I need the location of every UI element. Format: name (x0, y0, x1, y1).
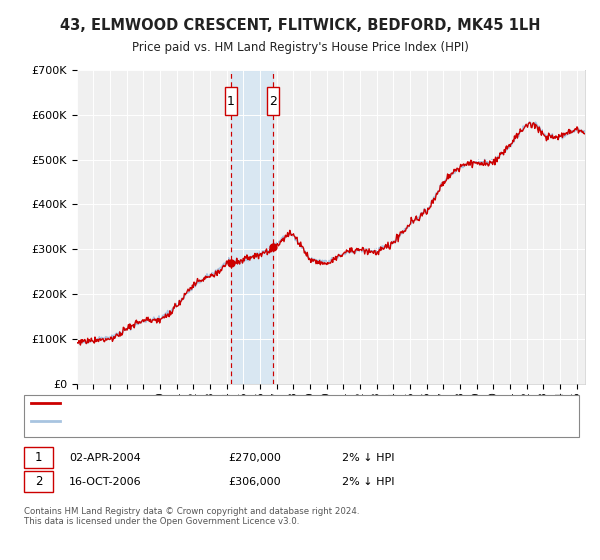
Text: 2% ↓ HPI: 2% ↓ HPI (342, 477, 395, 487)
Bar (231, 70, 273, 384)
Text: 2: 2 (35, 475, 42, 488)
Text: 43, ELMWOOD CRESCENT, FLITWICK, BEDFORD, MK45 1LH: 43, ELMWOOD CRESCENT, FLITWICK, BEDFORD,… (60, 18, 540, 32)
Text: 02-APR-2004: 02-APR-2004 (69, 452, 141, 463)
FancyBboxPatch shape (267, 87, 280, 115)
Text: Contains HM Land Registry data © Crown copyright and database right 2024.
This d: Contains HM Land Registry data © Crown c… (24, 507, 359, 526)
Text: £306,000: £306,000 (228, 477, 281, 487)
FancyBboxPatch shape (225, 87, 237, 115)
Text: Price paid vs. HM Land Registry's House Price Index (HPI): Price paid vs. HM Land Registry's House … (131, 41, 469, 54)
Text: 1: 1 (227, 95, 235, 108)
Text: 2: 2 (269, 95, 277, 108)
Text: 16-OCT-2006: 16-OCT-2006 (69, 477, 142, 487)
Text: 43, ELMWOOD CRESCENT, FLITWICK, BEDFORD, MK45 1LH (detached house): 43, ELMWOOD CRESCENT, FLITWICK, BEDFORD,… (66, 399, 443, 408)
Text: 2% ↓ HPI: 2% ↓ HPI (342, 452, 395, 463)
Text: £270,000: £270,000 (228, 452, 281, 463)
Text: HPI: Average price, detached house, Central Bedfordshire: HPI: Average price, detached house, Cent… (66, 417, 347, 426)
Text: 1: 1 (35, 451, 42, 464)
